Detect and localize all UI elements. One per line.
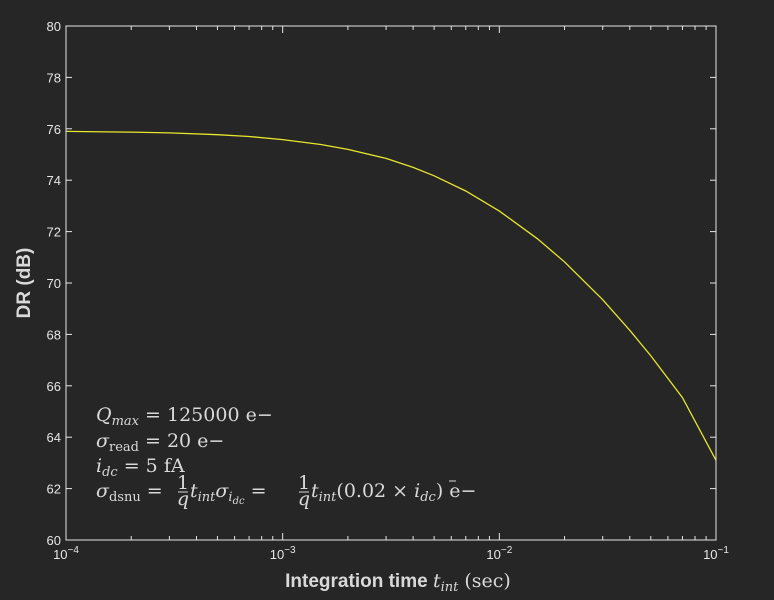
x-tick-label: 10−3 (270, 545, 296, 562)
x-tick-label: 10−1 (703, 545, 729, 562)
series-line-dr (65, 130, 717, 461)
y-tick-labels: 60 62 64 66 68 70 72 74 76 78 80 (47, 19, 61, 548)
x-axis-label-text: Integration time (285, 571, 433, 592)
y-tick-label: 62 (47, 482, 61, 497)
x-axis-label-var-sub: int (441, 580, 460, 595)
y-tick-label: 78 (47, 70, 61, 85)
annotation-sigma-dsnu: σdsnu = 1 q tintσidc = 1 q tint(0.02 × i… (96, 472, 476, 510)
svg-text:1: 1 (177, 472, 189, 494)
y-tick-label: 76 (47, 122, 61, 137)
svg-text:σdsnu =: σdsnu = (96, 480, 163, 505)
svg-text:tint(0.02 × idc) e−: tint(0.02 × idc) e− (311, 480, 476, 505)
x-axis-label-var: t (433, 570, 441, 592)
annotation-sigma-read: σread = 20 e− (96, 430, 224, 455)
axis-ticks (65, 25, 717, 541)
plot-area (66, 26, 716, 540)
y-tick-label: 68 (47, 327, 61, 342)
svg-text:1: 1 (298, 472, 310, 494)
y-tick-label: 80 (47, 19, 61, 34)
svg-text:q: q (177, 488, 189, 510)
plot-frame (65, 25, 717, 541)
y-tick-label: 70 (47, 276, 61, 291)
annotation-qmax: Qmax = 125000 e− (96, 404, 273, 429)
svg-text:tintσidc =: tintσidc = (190, 480, 267, 507)
y-axis-label: DR (dB) (14, 248, 35, 319)
y-tick-label: 66 (47, 379, 61, 394)
y-tick-label: 72 (47, 225, 61, 240)
x-axis-label-unit: (sec) (458, 570, 511, 592)
x-axis-label: Integration time tint (sec) (285, 570, 511, 595)
y-tick-label: 64 (47, 430, 61, 445)
annotation-idc: idc = 5 fA (96, 455, 185, 480)
y-tick-label: 60 (47, 533, 61, 548)
x-tick-labels: 10−4 10−3 10−2 10−1 (53, 545, 729, 562)
svg-text:q: q (298, 488, 310, 510)
x-tick-label: 10−4 (53, 545, 79, 562)
x-tick-label: 10−2 (486, 545, 512, 562)
y-tick-label: 74 (47, 173, 61, 188)
